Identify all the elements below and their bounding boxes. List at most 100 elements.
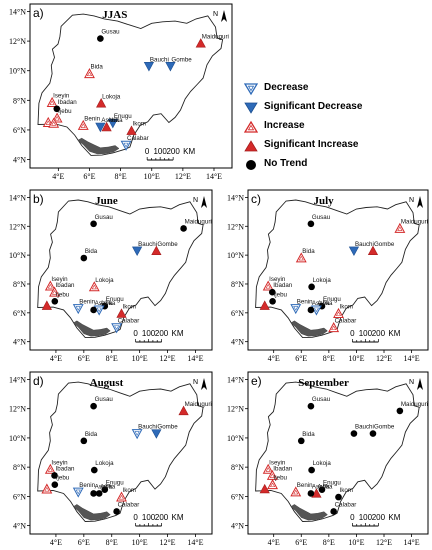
station-asaba: Asaba xyxy=(95,117,119,133)
station-label: Asaba xyxy=(101,117,119,124)
station-ibadan: Ibadan xyxy=(51,465,75,479)
scale-unit: KM xyxy=(183,147,195,156)
north-arrow-icon: N xyxy=(193,378,207,390)
station-significant-decrease-marker xyxy=(165,62,176,72)
station-increase-marker xyxy=(84,68,95,79)
y-tick-label: 8°N xyxy=(13,96,26,105)
north-arrow-icon: N xyxy=(409,196,423,208)
station-significant-decrease-marker xyxy=(348,246,360,257)
x-tick-label: 14°E xyxy=(187,538,203,547)
scale-bar: 0 100 200 KM xyxy=(145,147,195,161)
station-gombe: Gombe xyxy=(165,56,192,72)
scale-label: 0 xyxy=(350,513,355,522)
legend-label: Significant Increase xyxy=(264,139,359,150)
station-enugu: Enugu xyxy=(101,480,124,493)
station-no-trend-marker xyxy=(318,486,326,493)
station-significant-increase-marker xyxy=(259,300,270,310)
station-label: Gombe xyxy=(157,424,178,431)
scale-bar: 0 100 200 KM xyxy=(350,329,401,343)
station-bida: Bida xyxy=(295,248,315,263)
station-no-trend-marker xyxy=(90,306,97,314)
map-panel-a: 4°E 6°E 8°E 10°E 12°E 14°E 4°N 6°N 8°N 10°N 12°N 14… xyxy=(9,3,233,181)
station-label: Maiduguri xyxy=(202,33,229,40)
station-unlabeled xyxy=(48,117,60,128)
station-bida: Bida xyxy=(297,431,315,445)
station-gusau: Gusau xyxy=(97,29,120,42)
station-ikom: Ikom xyxy=(335,487,353,501)
station-bauchi: Bauchi xyxy=(350,424,374,437)
station-ikom: Ikom xyxy=(116,487,136,502)
station-no-trend-marker xyxy=(308,283,315,291)
station-label: Benin xyxy=(297,299,313,306)
map-panel-e: 4°E 6°E 8°E 10°E 12°E 14°E 4°N 6°N 8°N 10°N 12°N 14… xyxy=(227,371,429,547)
station-bauchi: Bauchi xyxy=(132,241,157,257)
scale-label: 200 xyxy=(372,513,386,522)
y-tick-label: 10°N xyxy=(227,251,244,260)
x-tick-label: 10°E xyxy=(348,538,364,547)
x-tick-label: 6°E xyxy=(83,172,95,181)
y-tick-label: 6°N xyxy=(13,492,26,501)
station-no-trend-marker xyxy=(90,466,98,474)
station-increase-marker xyxy=(295,252,307,263)
station-label: Enugu xyxy=(323,480,341,487)
x-tick-label: 4°E xyxy=(50,354,62,363)
station-iseyin: Iseyin xyxy=(44,276,68,291)
stations: Gusau Maiduguri Bauchi Gombe Bida IseyinIbada… xyxy=(41,214,212,334)
y-tick-label: 12°N xyxy=(227,222,244,231)
station-no-trend-marker xyxy=(113,508,120,515)
station-label: Iseyin xyxy=(51,459,68,466)
scale-label: 100 xyxy=(359,513,373,522)
scale-label: 200 xyxy=(166,147,180,156)
north-label: N xyxy=(193,379,198,386)
x-tick-label: 6°E xyxy=(295,538,307,547)
y-tick-label: 12°N xyxy=(9,222,26,231)
station-increase-marker xyxy=(267,479,279,490)
station-label: Enugu xyxy=(106,480,124,487)
station-lokoja: Lokoja xyxy=(308,460,331,474)
station-increase-marker xyxy=(49,286,60,297)
x-tick-label: 4°E xyxy=(268,354,280,363)
station-label: Gusau xyxy=(101,29,120,36)
station-label: Gusau xyxy=(312,396,331,403)
station-label: Iseyin xyxy=(51,276,68,283)
station-label: Ibadan xyxy=(56,282,75,289)
x-tick-label: 4°E xyxy=(268,538,280,547)
station-label: Awka xyxy=(108,117,124,124)
station-no-trend-marker xyxy=(51,472,58,479)
station-increase-marker xyxy=(262,463,274,474)
station-increase-marker xyxy=(48,117,60,128)
x-tick-label: 12°E xyxy=(376,354,392,363)
x-tick-label: 10°E xyxy=(132,538,148,547)
station-gombe: Gombe xyxy=(369,424,395,437)
station-label: Ibadan xyxy=(56,465,75,472)
x-tick-label: 14°E xyxy=(206,172,222,181)
x-tick-label: 8°E xyxy=(106,354,118,363)
station-label: Gombe xyxy=(374,241,395,248)
station-label: Bida xyxy=(85,431,98,438)
station-decrease-marker xyxy=(120,140,132,151)
legend-item-significant-increase: Significant Increase xyxy=(240,139,430,153)
niger-delta xyxy=(73,320,111,337)
station-no-trend-marker xyxy=(335,493,342,501)
scale-bar: 0 100 200 KM xyxy=(133,329,184,343)
station-label: Ijebu xyxy=(274,291,288,298)
station-increase-marker xyxy=(44,463,56,474)
scale-label: 0 xyxy=(350,329,355,338)
station-label: Benin xyxy=(79,299,95,306)
station-no-trend-marker xyxy=(307,402,315,410)
station-label: Gombe xyxy=(157,241,178,248)
decrease-symbol-icon xyxy=(244,83,258,96)
station-asaba: Asaba xyxy=(90,300,113,314)
y-tick-label: 6°N xyxy=(13,309,26,318)
scale-unit: KM xyxy=(388,329,400,338)
country-outline xyxy=(37,13,224,156)
station-increase-marker xyxy=(328,322,340,333)
station-label: Asaba xyxy=(312,483,330,490)
scale-label: 100 xyxy=(359,329,373,338)
station-no-trend-marker xyxy=(307,490,315,497)
station-label: Bida xyxy=(90,64,103,71)
station-increase-marker xyxy=(262,280,274,291)
scale-bar: 0 100 200 KM xyxy=(350,513,401,527)
station-asaba: Asaba xyxy=(90,483,113,497)
north-arrow-icon: N xyxy=(193,196,207,208)
